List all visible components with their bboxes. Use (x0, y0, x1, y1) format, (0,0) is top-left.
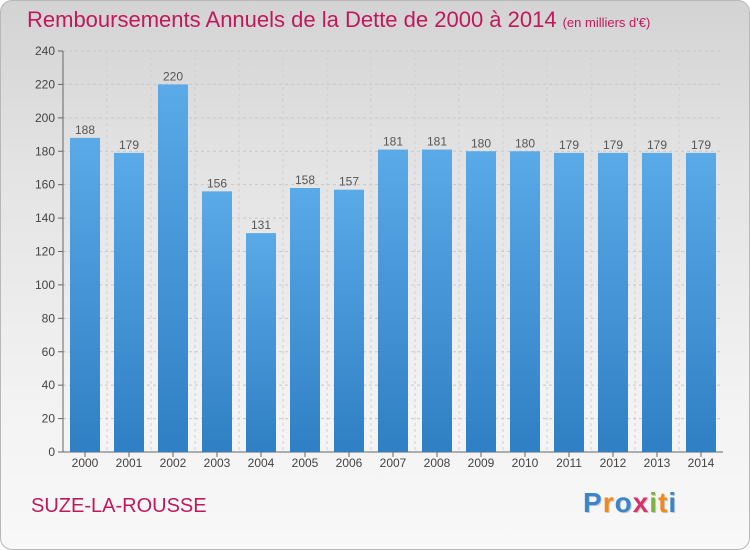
y-tick-label: 100 (35, 278, 55, 292)
logo-letter: x (632, 487, 650, 518)
data-label-2012: 179 (603, 138, 623, 152)
bar-2011 (554, 152, 584, 452)
data-label-2008: 181 (427, 135, 447, 149)
chart-subtitle: (en milliers d'€) (562, 15, 651, 30)
bar-2006 (334, 189, 364, 452)
data-label-2013: 179 (647, 138, 667, 152)
bar-2009 (466, 151, 496, 452)
y-tick-label: 140 (35, 211, 55, 225)
commune-name: SUZE-LA-ROUSSE (31, 495, 207, 517)
x-tick-label-2001: 2001 (116, 456, 143, 470)
logo-letter: r (602, 487, 615, 518)
x-tick-label-2008: 2008 (424, 456, 451, 470)
x-tick-label-2000: 2000 (72, 456, 99, 470)
bar-2008 (422, 149, 452, 452)
axes: 0 20 40 60 80 100 120 140 160 180 200 220 240 2000 200… (35, 44, 723, 470)
x-tick-label-2009: 2009 (468, 456, 495, 470)
y-tick-label: 20 (42, 412, 56, 426)
logo-letter: o (614, 487, 633, 518)
y-tick-label: 200 (35, 111, 55, 125)
logo-letter: t (658, 487, 669, 518)
x-tick-label-2010: 2010 (512, 456, 539, 470)
x-tick-label-2013: 2013 (644, 456, 671, 470)
data-label-2006: 157 (339, 175, 359, 189)
bar-2012 (598, 152, 628, 452)
logo-letter: i (649, 487, 659, 518)
bar-2013 (642, 152, 672, 452)
data-label-2004: 131 (251, 218, 271, 232)
chart-title-text: Remboursements Annuels de la Dette de 20… (27, 7, 557, 32)
bars (70, 84, 716, 453)
x-tick-label-2011: 2011 (556, 456, 582, 470)
logo-letter: i (668, 487, 678, 518)
data-label-2011: 179 (559, 138, 579, 152)
x-tick-label-2006: 2006 (336, 456, 363, 470)
data-label-2010: 180 (515, 136, 535, 150)
data-label-2007: 181 (383, 135, 403, 149)
bar-2014 (686, 152, 716, 452)
chart-title: Remboursements Annuels de la Dette de 20… (27, 7, 650, 33)
data-label-2003: 156 (207, 176, 227, 190)
y-tick-label: 180 (35, 144, 55, 158)
y-tick-label: 240 (35, 44, 55, 58)
y-tick-label: 60 (42, 345, 56, 359)
x-tick-label-2012: 2012 (600, 456, 627, 470)
bar-2002 (158, 84, 188, 453)
bar-2007 (378, 149, 408, 452)
data-labels: 188 179 220 156 131 158 157 181 181 180 180 179 179 1… (75, 69, 711, 232)
y-tick-label: 220 (35, 77, 55, 91)
logo-letter: P (583, 487, 603, 518)
bar-2003 (202, 191, 232, 452)
data-label-2000: 188 (75, 123, 95, 137)
y-tick-label: 120 (35, 245, 55, 259)
bar-2004 (246, 233, 276, 452)
proxiti-logo: Proxiti (583, 487, 677, 519)
data-label-2001: 179 (119, 138, 139, 152)
y-tick-label: 80 (42, 311, 56, 325)
x-tick-label-2004: 2004 (248, 456, 275, 470)
data-label-2005: 158 (295, 173, 315, 187)
bar-2001 (114, 152, 144, 452)
x-tick-label-2003: 2003 (204, 456, 231, 470)
data-label-2002: 220 (163, 69, 183, 83)
data-label-2014: 179 (691, 138, 711, 152)
bar-2010 (510, 151, 540, 452)
x-tick-label-2007: 2007 (380, 456, 407, 470)
bar-2000 (70, 137, 100, 452)
y-tick-label: 160 (35, 178, 55, 192)
x-tick-label-2005: 2005 (292, 456, 319, 470)
x-tick-label-2002: 2002 (160, 456, 187, 470)
bar-2005 (290, 188, 320, 452)
data-label-2009: 180 (471, 136, 491, 150)
y-tick-label: 40 (42, 378, 56, 392)
x-tick-label-2014: 2014 (688, 456, 715, 470)
y-tick-label: 0 (48, 445, 55, 459)
